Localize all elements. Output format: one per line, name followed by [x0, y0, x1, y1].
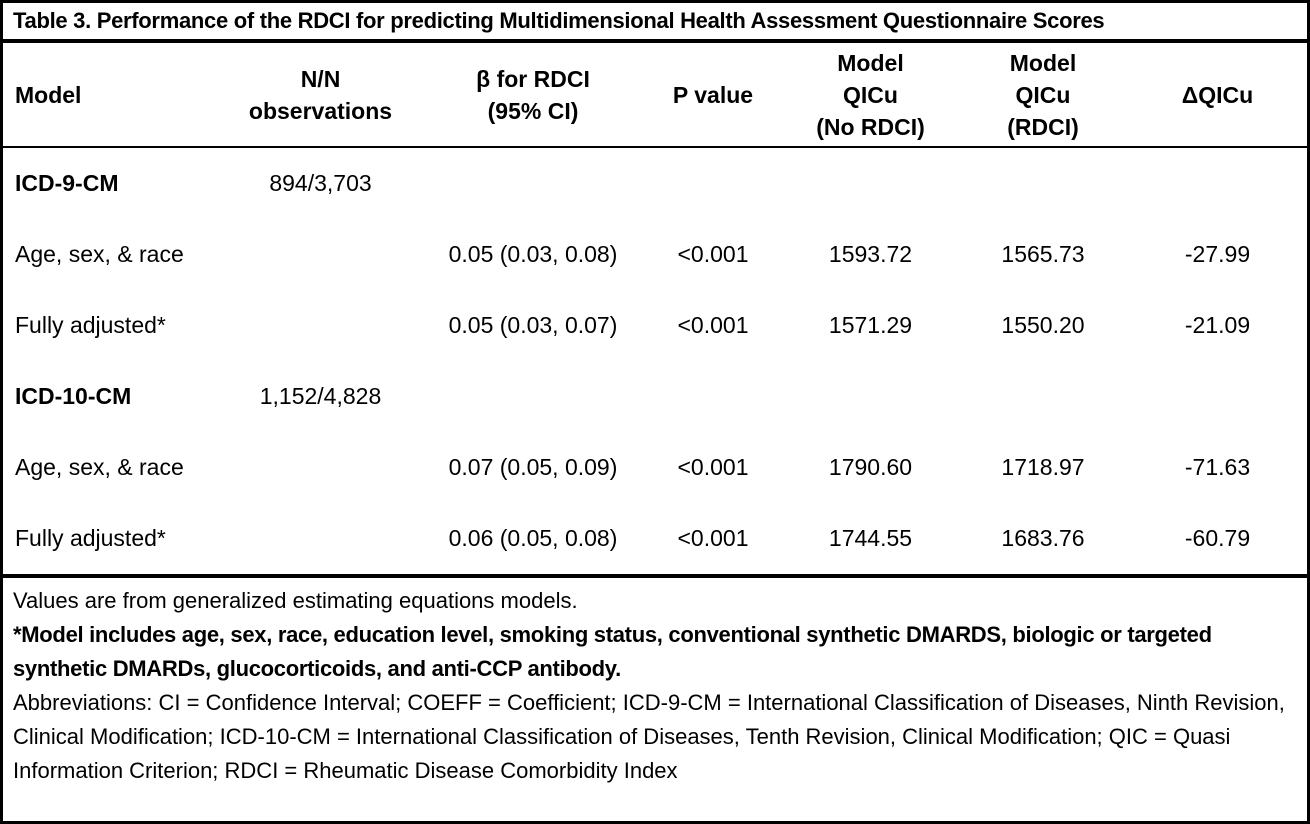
table-row-icd9-age-sex-race: Age, sex, & race 0.05 (0.03, 0.08) <0.00…: [3, 219, 1307, 290]
cell-qicu-rdci: 1718.97: [1001, 454, 1085, 480]
col-header-n-observations: N/N observations: [218, 43, 423, 148]
col-header-p-value: P value: [643, 43, 783, 148]
cell-qicu-rdci: 1550.20: [1001, 312, 1085, 338]
col-header-model-qicu-rdci: Model QICu (RDCI): [958, 43, 1128, 148]
cell-beta: [423, 147, 643, 219]
table-row-icd10-age-sex-race: Age, sex, & race 0.07 (0.05, 0.09) <0.00…: [3, 432, 1307, 503]
cell-p-value: <0.001: [677, 241, 749, 267]
results-table: Model N/N observations β for RDCI (95% C…: [3, 43, 1307, 574]
col-header-model-qicu-no-rdci: Model QICu (No RDCI): [783, 43, 958, 148]
cell-p-value: [643, 361, 783, 432]
cell-n-observations: [218, 432, 423, 503]
cell-delta-qicu: -27.99: [1184, 241, 1251, 267]
table-row-icd10-fully-adjusted: Fully adjusted* 0.06 (0.05, 0.08) <0.001…: [3, 503, 1307, 574]
cell-p-value: <0.001: [677, 525, 749, 551]
cell-n-observations: [218, 290, 423, 361]
col-header-delta-qicu: ΔQICu: [1128, 43, 1307, 148]
cell-delta-qicu: -71.63: [1184, 454, 1251, 480]
cell-qicu-no-rdci: 1790.60: [828, 454, 913, 480]
header-row: Model N/N observations β for RDCI (95% C…: [3, 43, 1307, 148]
cell-qicu-no-rdci: 1744.55: [828, 525, 913, 551]
cell-beta: [423, 361, 643, 432]
cell-qicu-rdci: 1683.76: [1001, 525, 1085, 551]
cell-beta: 0.05 (0.03, 0.07): [448, 312, 618, 338]
cell-n-observations: [218, 219, 423, 290]
cell-delta-qicu: -60.79: [1184, 525, 1251, 551]
footnote-abbreviations: Abbreviations: CI = Confidence Interval;…: [13, 690, 1285, 783]
cell-model: ICD-10-CM: [15, 383, 132, 409]
cell-model: Fully adjusted*: [15, 312, 166, 338]
cell-p-value: [643, 147, 783, 219]
cell-qicu-no-rdci: 1571.29: [828, 312, 913, 338]
cell-model: ICD-9-CM: [15, 170, 119, 196]
footnote-gee: Values are from generalized estimating e…: [13, 588, 578, 613]
cell-n-observations: [218, 503, 423, 574]
cell-qicu-no-rdci: 1593.72: [828, 241, 913, 267]
table-title: Table 3. Performance of the RDCI for pre…: [3, 3, 1307, 43]
table-row-icd10-section: ICD-10-CM 1,152/4,828: [3, 361, 1307, 432]
cell-delta-qicu: [1128, 147, 1307, 219]
cell-qicu-rdci: 1565.73: [1001, 241, 1085, 267]
cell-n-observations: 1,152/4,828: [259, 383, 382, 409]
col-header-beta-rdci: β for RDCI (95% CI): [423, 43, 643, 148]
footnotes-section: Values are from generalized estimating e…: [3, 574, 1307, 821]
cell-qicu-rdci: [958, 361, 1128, 432]
cell-delta-qicu: -21.09: [1184, 312, 1251, 338]
cell-delta-qicu: [1128, 361, 1307, 432]
footnote-model-adjustments: *Model includes age, sex, race, educatio…: [13, 622, 1212, 681]
cell-model: Age, sex, & race: [15, 241, 184, 267]
cell-qicu-no-rdci: [783, 147, 958, 219]
cell-beta: 0.07 (0.05, 0.09): [448, 454, 618, 480]
table-row-icd9-fully-adjusted: Fully adjusted* 0.05 (0.03, 0.07) <0.001…: [3, 290, 1307, 361]
cell-model: Fully adjusted*: [15, 525, 166, 551]
cell-beta: 0.05 (0.03, 0.08): [448, 241, 618, 267]
col-header-model: Model: [3, 43, 218, 148]
cell-model: Age, sex, & race: [15, 454, 184, 480]
cell-p-value: <0.001: [677, 312, 749, 338]
cell-qicu-no-rdci: [783, 361, 958, 432]
cell-beta: 0.06 (0.05, 0.08): [448, 525, 618, 551]
table-row-icd9-section: ICD-9-CM 894/3,703: [3, 147, 1307, 219]
cell-qicu-rdci: [958, 147, 1128, 219]
cell-n-observations: 894/3,703: [269, 170, 372, 196]
cell-p-value: <0.001: [677, 454, 749, 480]
